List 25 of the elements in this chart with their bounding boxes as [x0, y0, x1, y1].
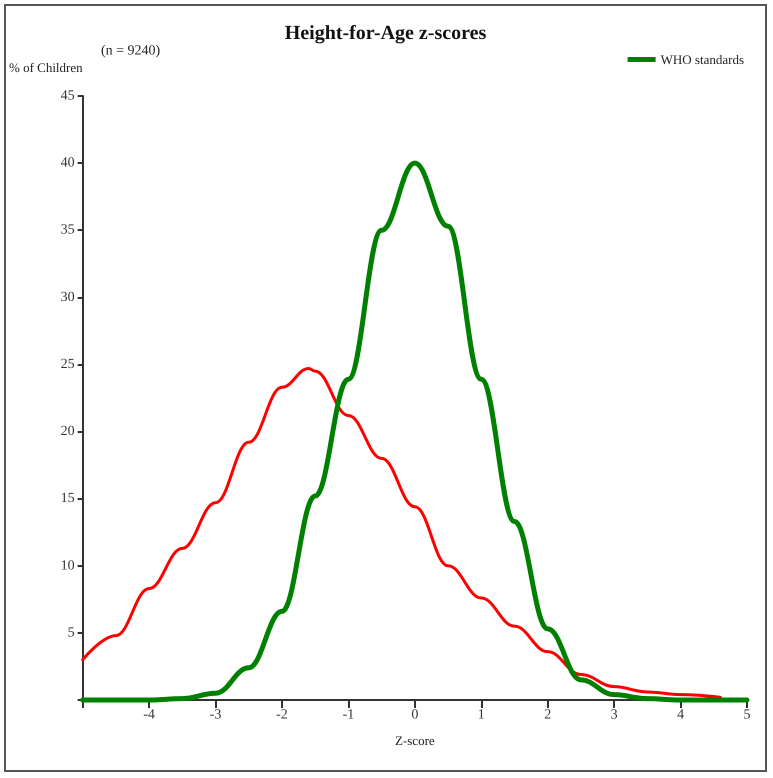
line-series — [81, 366, 722, 699]
text: (n = 9240) — [101, 44, 161, 58]
y-tick-label: 25 — [60, 356, 75, 372]
y-tick-label: 40 — [60, 156, 75, 171]
x-tick-label: -4 — [143, 708, 155, 722]
y-axis-title: % of Children — [8, 60, 84, 75]
x-axis-title: Z-score — [394, 733, 435, 748]
y-tick-label: 15 — [60, 491, 75, 506]
x-tick-label: -3 — [210, 708, 222, 722]
x-tick-label: 2 — [544, 708, 552, 722]
x-tick-label: -1 — [342, 708, 354, 722]
x-tick-label: 0 — [411, 708, 418, 722]
x-tick-label: 4 — [677, 708, 684, 722]
y-tick-label: 10 — [60, 558, 75, 574]
y-tick-label: 35 — [60, 222, 75, 238]
chart-title: Height-for-Age z-scores — [284, 22, 486, 44]
y-tick-label: 45 — [60, 88, 75, 104]
legend-label: WHO standards — [660, 52, 744, 67]
x-tick-label: 5 — [744, 708, 750, 722]
y-tick-label: 30 — [60, 290, 75, 305]
x-tick-label: 1 — [478, 708, 485, 722]
x-tick-label: -2 — [276, 708, 288, 722]
x-tick-label: 3 — [610, 708, 618, 722]
y-tick-label: 5 — [68, 625, 75, 640]
y-tick-label: 20 — [60, 424, 75, 440]
